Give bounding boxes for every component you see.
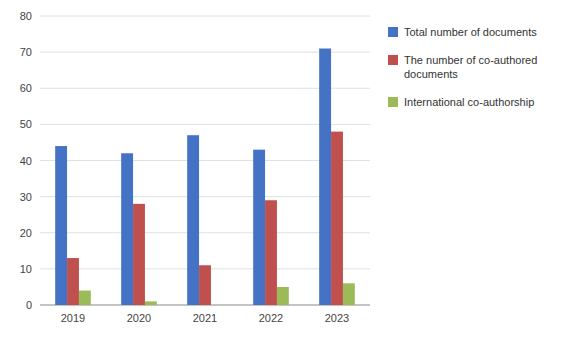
x-tick-label: 2021: [193, 312, 217, 324]
legend-label: International co-authorship: [404, 96, 534, 108]
bar: [133, 204, 145, 305]
legend-label-line: International co-authorship: [404, 96, 534, 108]
grid: [40, 16, 370, 305]
y-tick-label: 10: [20, 263, 32, 275]
bar: [253, 150, 265, 305]
x-tick-label: 2019: [61, 312, 85, 324]
axes: 0 10 20 30 40 50 60 70 80 2019 2020 2021 2022 2023: [20, 10, 370, 324]
bar: [55, 146, 67, 305]
bar: [121, 153, 133, 305]
legend-swatch: [388, 97, 398, 107]
y-tick-label: 40: [20, 155, 32, 167]
legend-label-line: Total number of documents: [404, 26, 537, 38]
legend-label: The number of co-authored documents: [404, 54, 537, 80]
y-tick-label: 30: [20, 191, 32, 203]
y-tick-label: 80: [20, 10, 32, 22]
bar: [67, 258, 79, 305]
x-tick-label: 2020: [127, 312, 151, 324]
chart: 0 10 20 30 40 50 60 70 80 2019 2020 2021 2022 2023 Tot…: [0, 0, 577, 337]
legend-label: Total number of documents: [404, 26, 537, 38]
grid-line: [40, 16, 370, 17]
bar: [265, 200, 277, 305]
y-tick-label: 70: [20, 46, 32, 58]
y-tick-label: 20: [20, 227, 32, 239]
bar: [211, 305, 223, 306]
legend-swatch: [388, 27, 398, 37]
bar: [319, 49, 331, 305]
y-tick-label: 50: [20, 118, 32, 130]
bar: [187, 135, 199, 305]
bar: [277, 287, 289, 305]
bar: [79, 291, 91, 305]
bar: [145, 301, 157, 305]
x-tick-label: 2022: [259, 312, 283, 324]
legend-label-line: documents: [404, 68, 458, 80]
legend: Total number of documents The number of c…: [388, 26, 537, 108]
bar: [343, 283, 355, 305]
legend-swatch: [388, 55, 398, 65]
y-tick-label: 60: [20, 82, 32, 94]
bar: [199, 265, 211, 305]
bars: [55, 49, 355, 305]
bar: [331, 132, 343, 305]
legend-label-line: The number of co-authored: [404, 54, 537, 66]
y-tick-label: 0: [26, 299, 32, 311]
x-tick-label: 2023: [325, 312, 349, 324]
